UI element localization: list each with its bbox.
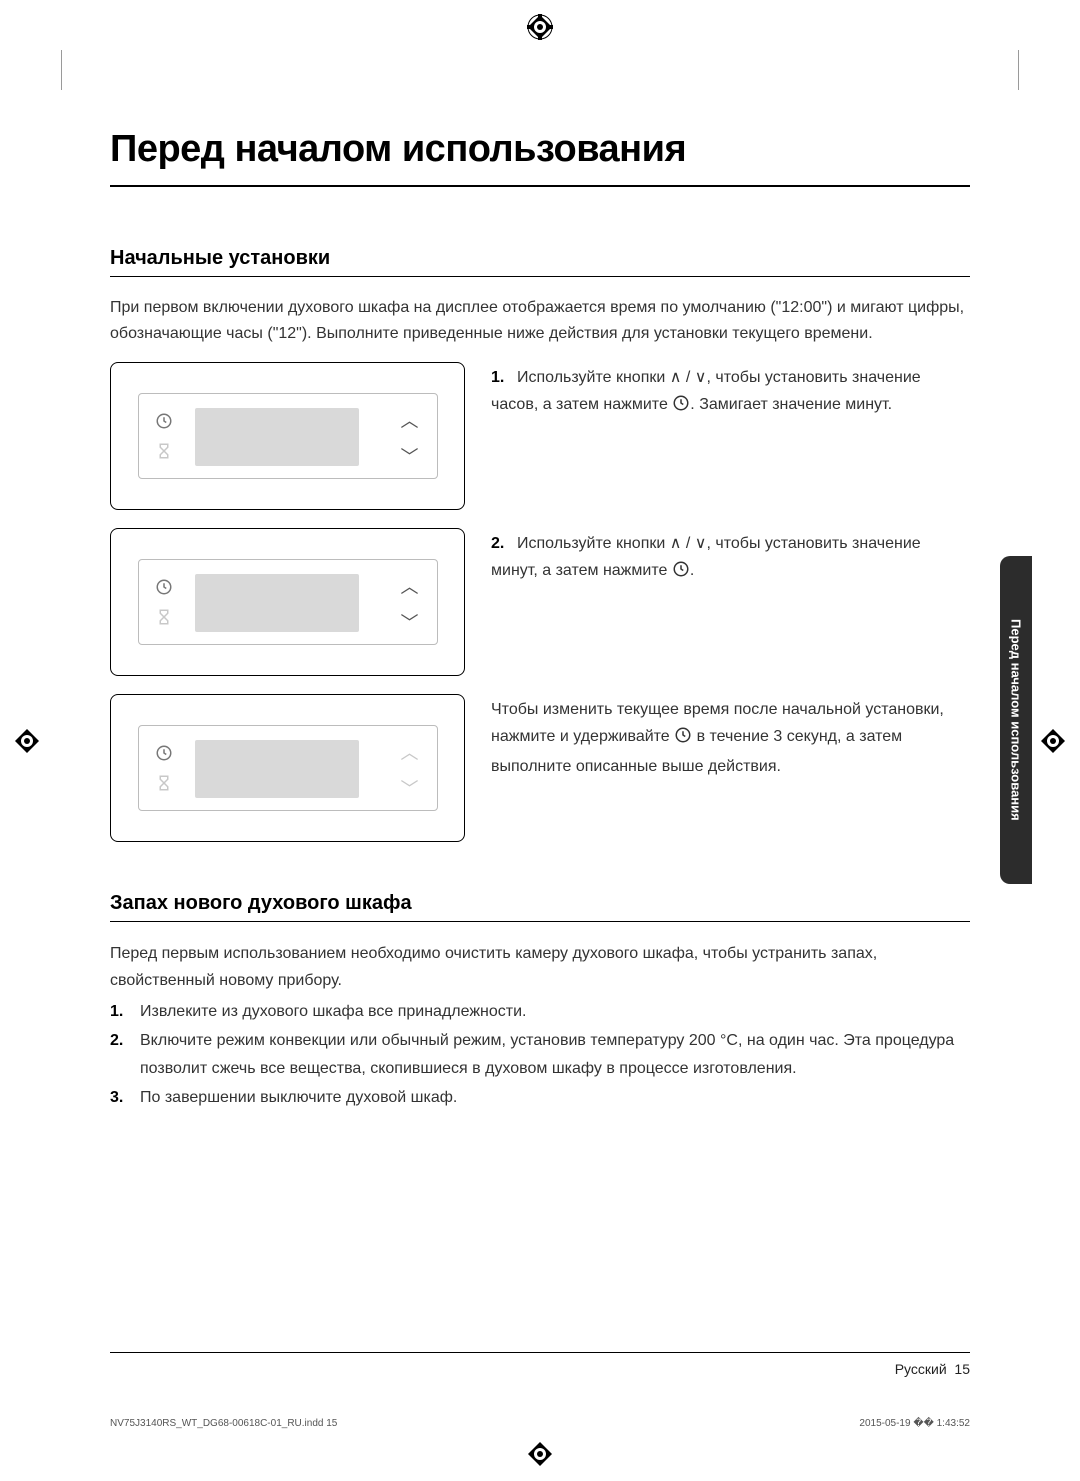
list-item: 3.По завершении выключите духовой шкаф. <box>110 1084 970 1111</box>
smell-section: Перед первым использованием необходимо о… <box>110 940 970 1111</box>
footer-date: 2015-05-19 �� 1:43:52 <box>859 1418 970 1429</box>
step-row-2: ︿ ﹀ 2.Используйте кнопки ∧ / ∨, чтобы ус… <box>110 528 970 676</box>
display-screen <box>195 408 359 466</box>
section-heading-smell: Запах нового духового шкафа <box>110 892 970 922</box>
registration-mark-bottom <box>527 1441 553 1467</box>
clock-icon <box>155 412 173 430</box>
timer-icon <box>155 608 173 626</box>
side-tab: Перед началом использования <box>1000 556 1032 884</box>
registration-mark-top <box>527 14 553 40</box>
registration-mark-left <box>14 728 40 754</box>
display-screen <box>195 574 359 632</box>
list-item: 2.Включите режим конвекции или обычный р… <box>110 1027 970 1081</box>
timer-icon <box>155 442 173 460</box>
oven-panel-diagram: ︿ ﹀ <box>110 528 465 676</box>
step-1-text: 1.Используйте кнопки ∧ / ∨, чтобы устано… <box>491 362 970 510</box>
chevron-down-icon: ﹀ <box>401 448 419 466</box>
page-content: Перед началом использования Начальные ус… <box>110 128 970 1111</box>
chevron-down-icon: ﹀ <box>401 780 419 798</box>
timer-icon <box>155 774 173 792</box>
step-number: 1. <box>491 364 517 391</box>
step-row-1: ︿ ﹀ 1.Используйте кнопки ∧ / ∨, чтобы ус… <box>110 362 970 510</box>
crop-mark <box>61 50 62 90</box>
display-screen <box>195 740 359 798</box>
chevron-up-icon: ︿ <box>401 578 419 596</box>
clock-icon <box>672 394 690 421</box>
clock-icon <box>674 726 692 753</box>
footer-page: Русский 15 <box>895 1361 970 1377</box>
step-number: 2. <box>491 530 517 557</box>
crop-mark <box>1018 50 1019 90</box>
oven-panel-diagram: ︿ ﹀ <box>110 694 465 842</box>
note-text: Чтобы изменить текущее время после начал… <box>491 694 970 842</box>
chevron-down-icon: ﹀ <box>401 614 419 632</box>
clock-icon <box>672 560 690 587</box>
smell-intro: Перед первым использованием необходимо о… <box>110 940 970 994</box>
step-2-text: 2.Используйте кнопки ∧ / ∨, чтобы устано… <box>491 528 970 676</box>
chevron-up-icon: ︿ <box>401 744 419 762</box>
clock-icon <box>155 744 173 762</box>
section-heading-initial: Начальные установки <box>110 247 970 277</box>
oven-panel-diagram: ︿ ﹀ <box>110 362 465 510</box>
registration-mark-right <box>1040 728 1066 754</box>
footer-rule <box>110 1352 970 1353</box>
footer-file: NV75J3140RS_WT_DG68-00618C-01_RU.indd 15 <box>110 1418 337 1429</box>
step-row-note: ︿ ﹀ Чтобы изменить текущее время после н… <box>110 694 970 842</box>
clock-icon <box>155 578 173 596</box>
chevron-up-icon: ︿ <box>401 412 419 430</box>
list-item: 1.Извлеките из духового шкафа все принад… <box>110 998 970 1025</box>
intro-text: При первом включении духового шкафа на д… <box>110 295 970 348</box>
page-title: Перед началом использования <box>110 128 970 187</box>
